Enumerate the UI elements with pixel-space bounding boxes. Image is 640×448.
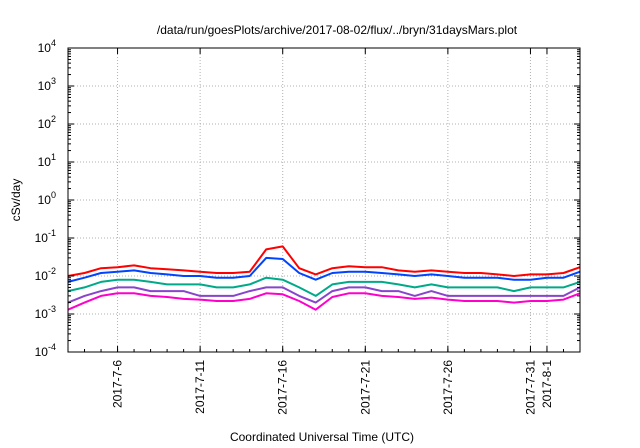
y-axis: 10-4 10-3 10-2 10-1 100 101 102 103 104	[35, 38, 580, 359]
series-line-5	[67, 292, 581, 311]
x-tick-label: 2017-8-1	[540, 360, 554, 408]
y-tick-label: 102	[38, 114, 56, 131]
grid	[68, 48, 580, 352]
y-tick-label: 10-2	[35, 266, 56, 283]
y-tick-label: 10-1	[35, 228, 56, 245]
series-line-2	[67, 256, 581, 283]
y-tick-label: 10-3	[35, 304, 56, 321]
y-tick-label: 10-4	[35, 342, 56, 359]
y-tick-label: 103	[38, 76, 56, 93]
y-axis-label: cSv/day	[9, 179, 23, 222]
x-tick-label: 2017-7-21	[358, 360, 372, 415]
x-tick-label: 2017-7-16	[276, 360, 290, 415]
y-tick-label: 100	[38, 190, 56, 207]
x-tick-label: 2017-7-26	[441, 360, 455, 415]
series-line-3	[67, 276, 581, 297]
series-group	[67, 245, 581, 311]
x-tick-label: 2017-7-31	[523, 360, 537, 415]
x-tick-label: 2017-7-11	[193, 360, 207, 414]
x-axis: 2017-7-6 2017-7-11 2017-7-16 2017-7-21 2017-…	[67, 48, 581, 415]
series-line-4	[67, 286, 581, 304]
chart-title: /data/run/goesPlots/archive/2017-08-02/f…	[157, 23, 518, 37]
y-tick-label: 104	[38, 38, 56, 55]
y-tick-label: 101	[38, 152, 56, 169]
x-tick-label: 2017-7-6	[111, 360, 125, 408]
x-axis-label: Coordinated Universal Time (UTC)	[230, 430, 414, 444]
series-line-1	[67, 245, 581, 277]
